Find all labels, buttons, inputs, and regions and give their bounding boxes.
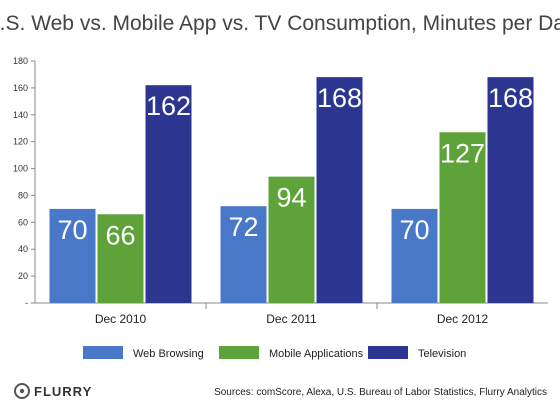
y-tick-label: 160: [13, 83, 28, 93]
bar: [97, 214, 144, 303]
data-label: 162: [146, 91, 191, 121]
legend: Web Browsing Mobile Applications Televisio…: [83, 346, 466, 360]
chart-title: U.S. Web vs. Mobile App vs. TV Consumpti…: [0, 12, 560, 35]
bar: [220, 206, 267, 303]
flurry-logo: FLURRY: [14, 383, 92, 399]
legend-swatch: [368, 346, 408, 359]
flurry-logo-icon: [14, 383, 30, 399]
y-tick-label: -: [25, 298, 28, 308]
y-tick-label: 120: [13, 137, 28, 147]
y-tick-label: 100: [13, 164, 28, 174]
category-label: Dec 2012: [437, 312, 489, 326]
legend-label: Web Browsing: [133, 348, 204, 360]
bar: [391, 208, 438, 303]
data-label: 127: [440, 138, 485, 168]
legend-label: Mobile Applications: [269, 348, 364, 360]
data-label: 168: [488, 83, 533, 113]
legend-label: Television: [418, 348, 466, 360]
bar: [145, 85, 192, 303]
category-labels: Dec 2010 Dec 2011 Dec 2012: [95, 303, 489, 326]
category-label: Dec 2011: [266, 312, 317, 326]
legend-swatch: [83, 346, 123, 359]
bar: [316, 77, 363, 303]
y-tick-label: 40: [18, 244, 28, 254]
data-label: 66: [105, 220, 135, 250]
y-tick-label: 80: [18, 190, 28, 200]
category-label: Dec 2010: [95, 312, 147, 326]
flurry-logo-text: FLURRY: [34, 384, 92, 399]
y-tick-label: 60: [18, 217, 28, 227]
legend-swatch: [219, 346, 259, 359]
bar: [487, 77, 534, 303]
data-label: 70: [399, 215, 429, 245]
bar: [439, 132, 486, 303]
bar: [49, 208, 96, 303]
data-label: 70: [57, 215, 87, 245]
flurry-logo-icon-dot: [19, 388, 25, 394]
data-label: 72: [228, 212, 258, 242]
bar: [268, 176, 315, 303]
y-tick-label: 140: [13, 110, 28, 120]
y-tick-label: 20: [18, 271, 28, 281]
data-label: 168: [317, 83, 362, 113]
y-tick-label: 180: [13, 56, 28, 66]
sources-note: Sources: comScore, Alexa, U.S. Bureau of…: [214, 387, 547, 398]
data-label: 94: [276, 183, 306, 213]
